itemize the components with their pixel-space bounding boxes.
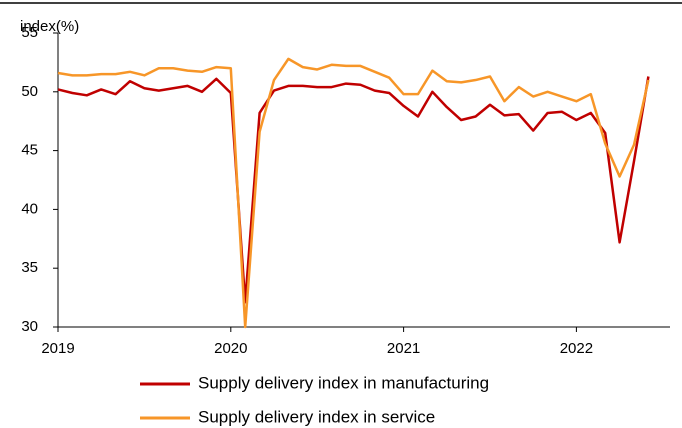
y-tick-label: 45 (21, 142, 38, 159)
y-tick-label: 55 (21, 24, 38, 41)
legend-label: Supply delivery index in service (198, 407, 435, 426)
x-tick-label: 2021 (387, 340, 420, 357)
y-tick-label: 30 (21, 318, 38, 335)
legend-label: Supply delivery index in manufacturing (198, 373, 489, 392)
series-line (57, 76, 650, 304)
x-tick-label: 2020 (214, 340, 247, 357)
y-tick-label: 35 (21, 259, 38, 276)
x-tick-label: 2019 (41, 340, 74, 357)
series-line (57, 57, 650, 329)
y-tick-label: 40 (21, 200, 38, 217)
y-axis-label: index(%) (20, 18, 79, 35)
x-tick-label: 2022 (560, 340, 593, 357)
y-tick-label: 50 (21, 83, 38, 100)
